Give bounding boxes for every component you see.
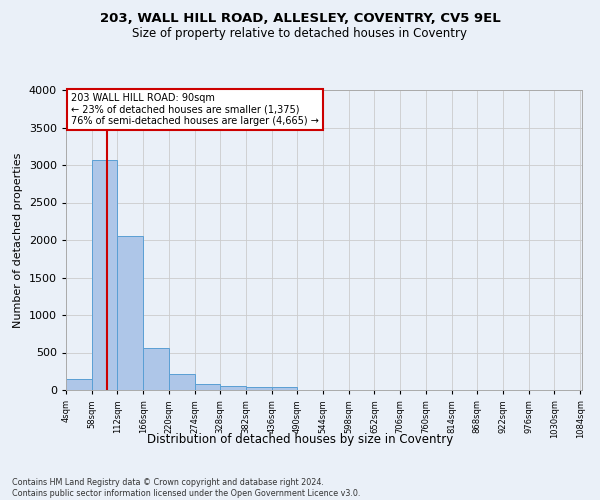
Text: 203, WALL HILL ROAD, ALLESLEY, COVENTRY, CV5 9EL: 203, WALL HILL ROAD, ALLESLEY, COVENTRY,… <box>100 12 500 26</box>
Bar <box>220 386 246 390</box>
Text: Distribution of detached houses by size in Coventry: Distribution of detached houses by size … <box>147 432 453 446</box>
Bar <box>92 160 118 390</box>
Bar <box>66 379 92 390</box>
Bar <box>118 236 143 390</box>
Y-axis label: Number of detached properties: Number of detached properties <box>13 152 23 328</box>
Bar <box>194 384 220 390</box>
Bar <box>169 374 194 390</box>
Text: Size of property relative to detached houses in Coventry: Size of property relative to detached ho… <box>133 28 467 40</box>
Bar <box>272 386 298 390</box>
Bar <box>143 348 169 390</box>
Text: 203 WALL HILL ROAD: 90sqm
← 23% of detached houses are smaller (1,375)
76% of se: 203 WALL HILL ROAD: 90sqm ← 23% of detac… <box>71 93 319 126</box>
Text: Contains HM Land Registry data © Crown copyright and database right 2024.
Contai: Contains HM Land Registry data © Crown c… <box>12 478 361 498</box>
Bar <box>246 386 272 390</box>
